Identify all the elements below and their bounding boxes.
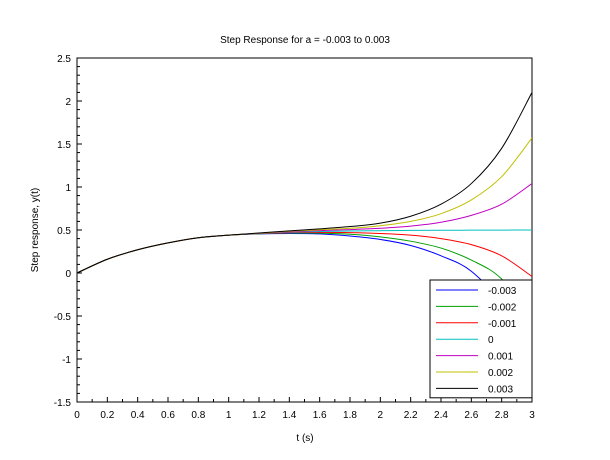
x-tick-label: 1 (226, 410, 232, 421)
x-tick-label: 1.8 (343, 410, 357, 421)
y-tick-label: 0 (65, 269, 71, 280)
y-tick-label: -1.5 (54, 398, 72, 409)
axis-group: 0 0.2 0.4 0.6 0.8 1 1.2 1.4 1.6 1.8 2 2.2 2.4 2.6 2.8 3… (54, 54, 535, 421)
x-tick-label: 0.6 (161, 410, 175, 421)
y-tick-label: -0.5 (54, 312, 72, 323)
y-tick-label: 2.5 (57, 54, 71, 65)
y-tick-label: -1 (62, 355, 71, 366)
x-tick-label: 0 (74, 410, 80, 421)
x-tick-label: 2.4 (434, 410, 448, 421)
y-tick-label: 0.5 (57, 226, 71, 237)
x-tick-label: 0.4 (131, 410, 145, 421)
y-tick-label: 1 (65, 183, 71, 194)
legend-label: 0 (488, 335, 494, 346)
x-tick-label: 1.2 (252, 410, 266, 421)
y-tick-label: 1.5 (57, 140, 71, 151)
legend-label: 0.001 (488, 352, 513, 363)
x-axis-title: t (s) (296, 433, 313, 444)
x-tick-label: 2.6 (464, 410, 478, 421)
legend-label: -0.003 (488, 286, 517, 297)
x-tick-label: 0.2 (100, 410, 114, 421)
series-line-6 (77, 92, 532, 274)
legend-label: -0.002 (488, 302, 517, 313)
x-tick-label: 2.2 (404, 410, 418, 421)
x-tick-label: 1.6 (313, 410, 327, 421)
legend-label: 0.002 (488, 368, 513, 379)
chart-title: Step Response for a = -0.003 to 0.003 (220, 35, 390, 46)
x-tick-label: 2.8 (495, 410, 509, 421)
legend-label: -0.001 (488, 319, 517, 330)
x-tick-label: 0.8 (191, 410, 205, 421)
x-tick-label: 2 (378, 410, 384, 421)
y-tick-label: 2 (65, 97, 71, 108)
legend-label: 0.003 (488, 384, 513, 395)
series-group (77, 92, 532, 371)
x-tick-label: 1.4 (282, 410, 296, 421)
legend: -0.003 -0.002 -0.001 0 0.001 0.002 0.003 (429, 279, 533, 399)
y-axis-title: Step response, y(t) (30, 188, 41, 272)
x-tick-label: 3 (529, 410, 535, 421)
